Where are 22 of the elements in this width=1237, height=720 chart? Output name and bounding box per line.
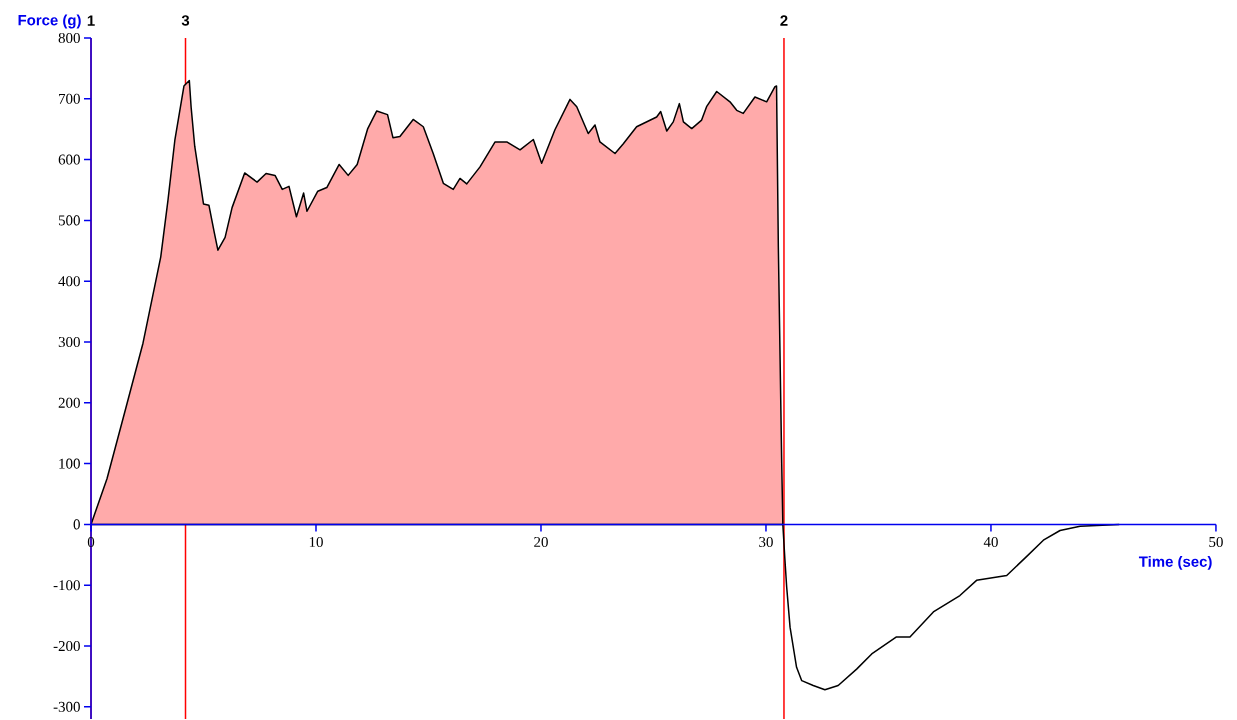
x-axis-title: Time (sec) (1138, 556, 1212, 570)
x-tick-label: 50 (1209, 537, 1223, 548)
y-axis-title: Force (g) (18, 14, 81, 29)
y-tick-label: -100 (53, 580, 80, 591)
y-tick-label: 500 (58, 215, 80, 226)
y-tick-label: 300 (58, 337, 80, 348)
x-tick-label: 20 (534, 537, 548, 548)
annotation: 1 (87, 15, 95, 26)
y-tick-label: 800 (58, 33, 80, 44)
y-tick-label: -300 (53, 701, 80, 712)
y-tick-label: 700 (59, 93, 80, 104)
y-tick-label: 600 (58, 154, 80, 165)
y-tick-label: 400 (58, 276, 80, 287)
y-tick-label: 100 (59, 458, 80, 469)
y-tick-label: 0 (73, 519, 80, 530)
annotation: 2 (780, 15, 788, 26)
x-tick-label: 30 (759, 537, 773, 548)
y-tick-label: 200 (58, 397, 80, 408)
y-tick-label: -200 (53, 641, 80, 652)
x-tick-label: 10 (309, 537, 323, 548)
x-tick-label: 40 (983, 537, 998, 548)
annotation: 3 (181, 15, 190, 26)
